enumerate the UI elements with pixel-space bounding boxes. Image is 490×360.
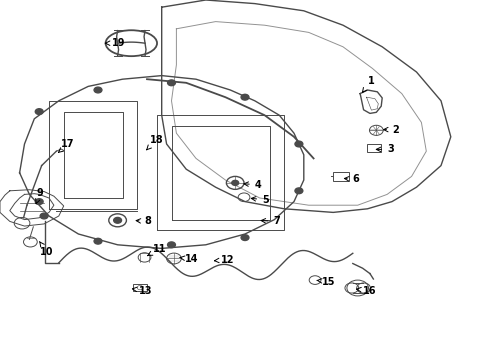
Circle shape — [35, 199, 43, 204]
Circle shape — [168, 80, 175, 86]
Text: 13: 13 — [132, 285, 153, 296]
Circle shape — [241, 94, 249, 100]
Circle shape — [35, 109, 43, 114]
Text: 9: 9 — [36, 188, 44, 204]
Text: 17: 17 — [58, 139, 75, 152]
Text: 8: 8 — [136, 216, 151, 226]
Circle shape — [94, 238, 102, 244]
Text: 18: 18 — [147, 135, 163, 150]
Text: 12: 12 — [215, 255, 234, 265]
Circle shape — [241, 235, 249, 240]
Text: 5: 5 — [251, 195, 269, 205]
Text: 11: 11 — [147, 244, 167, 256]
Circle shape — [295, 188, 303, 194]
Text: 2: 2 — [384, 125, 399, 135]
Text: 14: 14 — [180, 254, 199, 264]
Text: 6: 6 — [344, 174, 360, 184]
Circle shape — [168, 242, 175, 248]
Text: 10: 10 — [40, 242, 54, 257]
Circle shape — [94, 87, 102, 93]
Text: 19: 19 — [105, 38, 125, 48]
Text: 4: 4 — [244, 180, 262, 190]
Circle shape — [232, 180, 239, 185]
Text: 1: 1 — [363, 76, 374, 92]
Text: 7: 7 — [261, 216, 280, 226]
Text: 16: 16 — [357, 285, 376, 296]
Circle shape — [295, 141, 303, 147]
Text: 15: 15 — [317, 276, 336, 287]
Text: 3: 3 — [376, 144, 394, 154]
Circle shape — [114, 217, 122, 223]
Circle shape — [40, 213, 48, 219]
